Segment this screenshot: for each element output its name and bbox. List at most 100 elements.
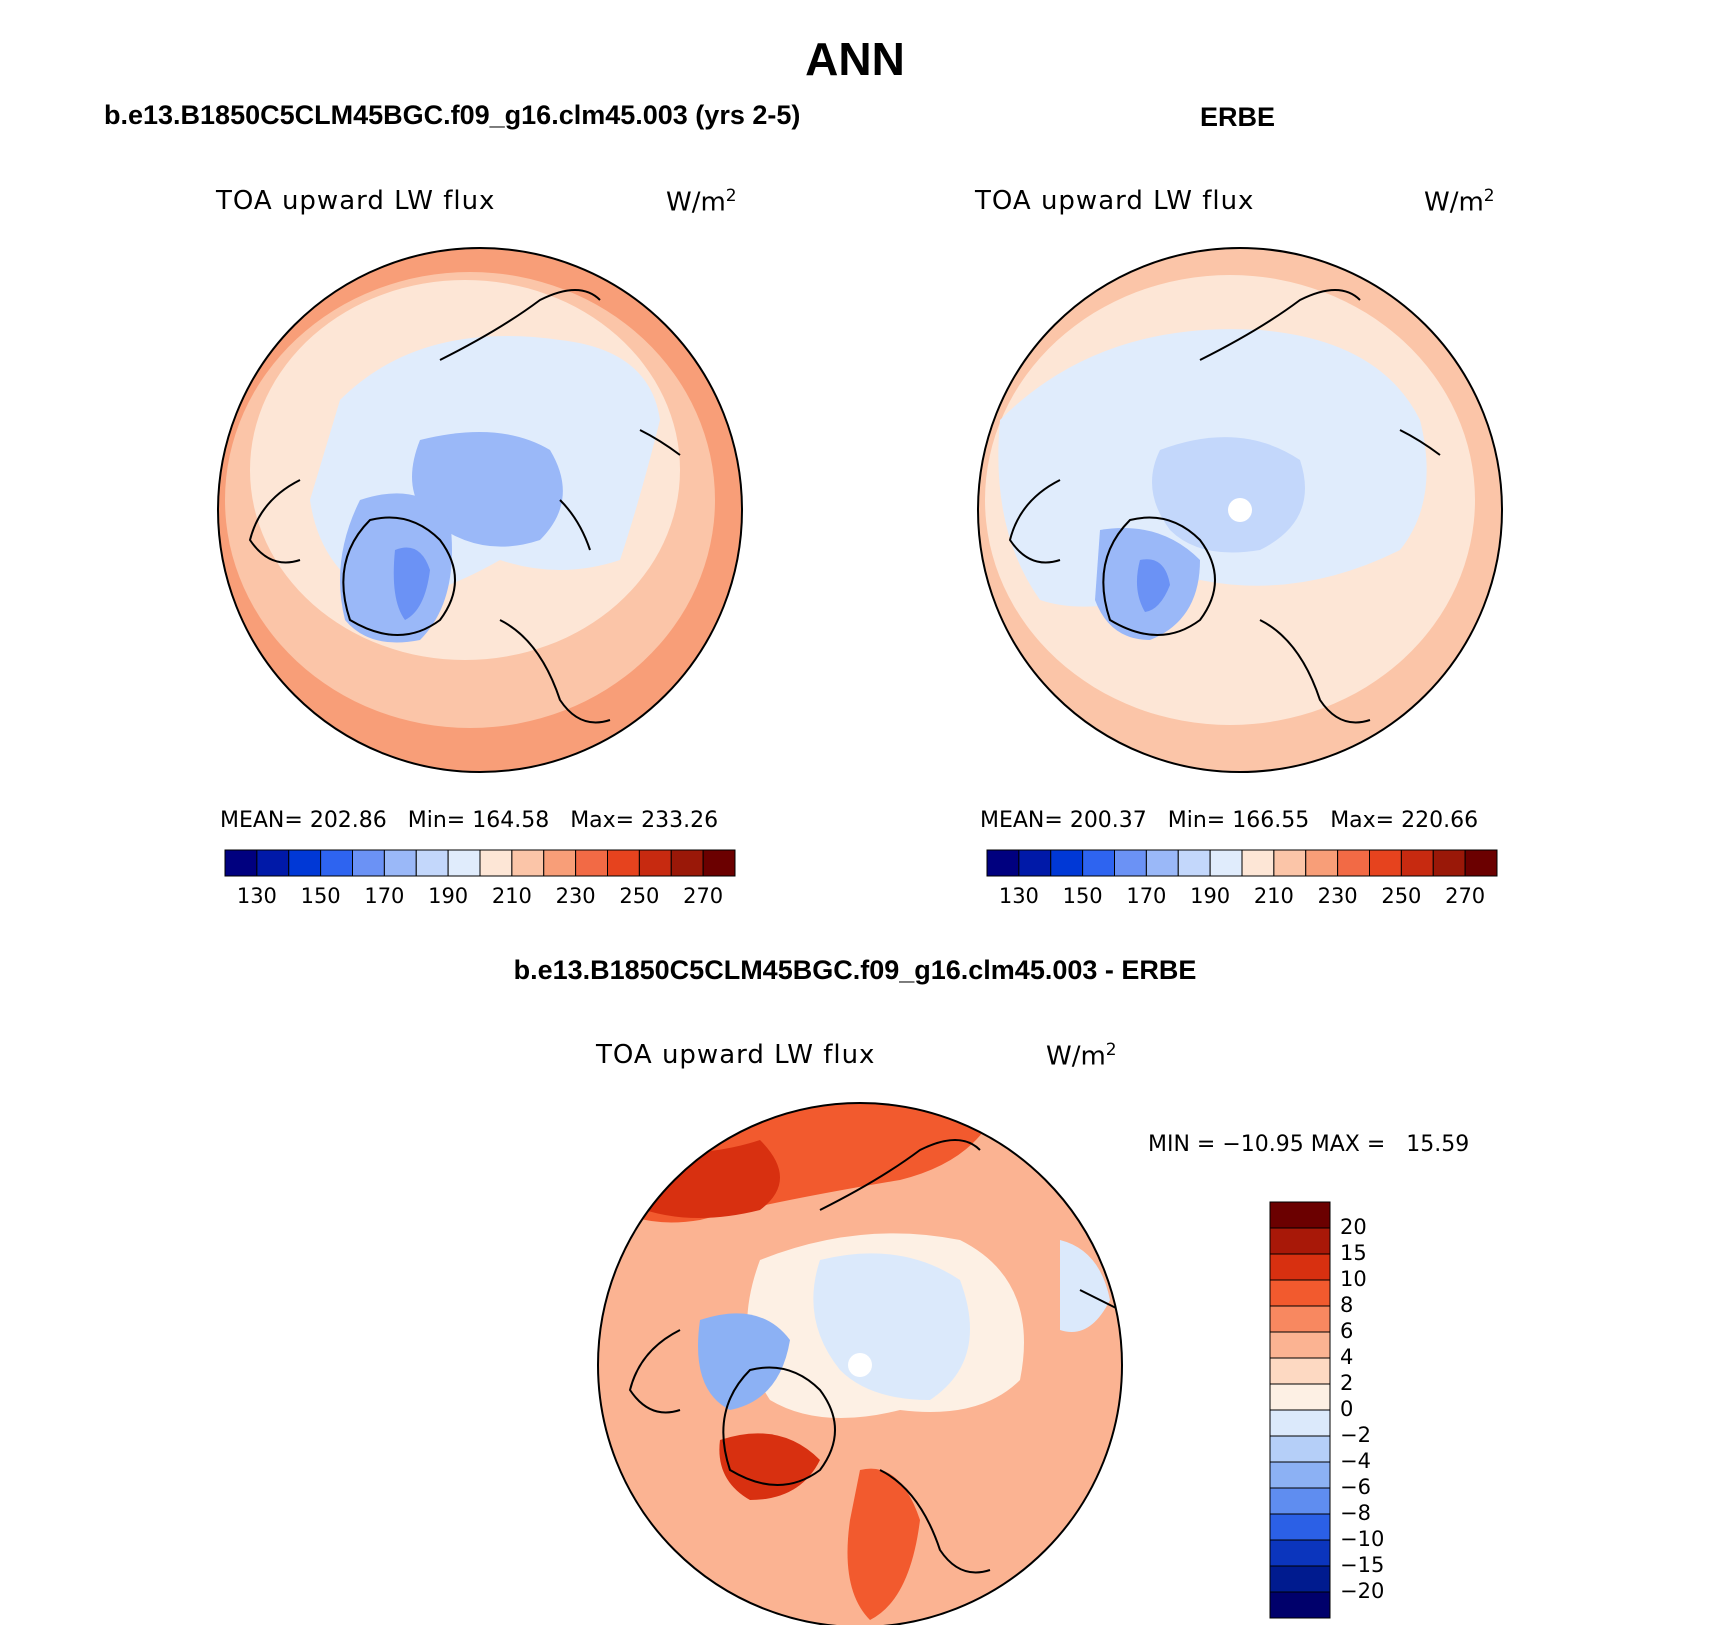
- colorbar-swatch: [1269, 1539, 1331, 1567]
- map-panel-2: [978, 248, 1502, 772]
- panel-3-units: W/m: [1046, 1041, 1106, 1072]
- colorbar-tick-label: 6: [1340, 1319, 1354, 1343]
- colorbar-swatch: [1269, 1461, 1331, 1489]
- colorbar-swatch: [1145, 849, 1179, 877]
- colorbar-swatch: [1082, 849, 1115, 877]
- colorbar-tick-label: 10: [1340, 1267, 1367, 1291]
- colorbar-tick-label: 250: [619, 884, 660, 908]
- map-panel-1: [218, 248, 742, 772]
- colorbar-tick-label: 150: [300, 884, 341, 908]
- colorbar-swatch: [1269, 1435, 1331, 1463]
- colorbar-swatch: [1269, 1487, 1331, 1515]
- colorbar-swatch: [607, 849, 640, 877]
- colorbar-tick-label: 8: [1340, 1293, 1354, 1317]
- panel-1-heading: b.e13.B1850C5CLM45BGC.f09_g16.clm45.003 …: [104, 100, 801, 130]
- map-1-boundary: [217, 247, 743, 773]
- colorbar-3: [1269, 1201, 1331, 1619]
- colorbar-swatch: [1269, 1253, 1331, 1281]
- colorbar-swatch: [224, 849, 258, 877]
- colorbar-tick-label: 4: [1340, 1345, 1354, 1369]
- colorbar-swatch: [1400, 849, 1434, 877]
- panel-2-units-label: W/m2: [1424, 186, 1495, 218]
- colorbar-swatch: [1269, 1565, 1331, 1593]
- panel-1-units-label: W/m2: [666, 186, 737, 218]
- colorbar-tick-label: 170: [1126, 884, 1167, 908]
- colorbar-tick-label: 210: [491, 884, 532, 908]
- colorbar-swatch: [1269, 1357, 1331, 1385]
- map-3-coastlines: [628, 1139, 1121, 1574]
- colorbar-swatch: [1269, 1279, 1331, 1307]
- colorbar-tick-label: 210: [1253, 884, 1294, 908]
- panel-1-units-sup: 2: [725, 186, 737, 206]
- map-1-coastlines: [248, 289, 681, 724]
- colorbar-swatch: [1269, 1409, 1331, 1437]
- colorbar-tick-label: −2: [1340, 1423, 1371, 1447]
- panel-2-variable-label: TOA upward LW flux: [975, 186, 1255, 216]
- colorbar-swatch: [1464, 849, 1498, 877]
- colorbar-swatch: [1305, 849, 1339, 877]
- colorbar-swatch: [1209, 849, 1243, 877]
- colorbar-swatch: [1018, 849, 1052, 877]
- colorbar-tick-label: 230: [555, 884, 596, 908]
- colorbar-tick-label: 250: [1381, 884, 1422, 908]
- colorbar-swatch: [986, 849, 1020, 877]
- panel-3-variable-label: TOA upward LW flux: [596, 1040, 876, 1070]
- panel-2-units-sup: 2: [1483, 186, 1495, 206]
- colorbar-swatch: [1114, 849, 1147, 877]
- colorbar-tick-label: 270: [683, 884, 724, 908]
- colorbar-swatch: [1050, 849, 1084, 877]
- colorbar-tick-label: 230: [1317, 884, 1358, 908]
- colorbar-swatch: [511, 849, 545, 877]
- panel-2-units: W/m: [1424, 187, 1484, 218]
- panel-3-heading: b.e13.B1850C5CLM45BGC.f09_g16.clm45.003 …: [513, 955, 1197, 985]
- map-3-boundary: [597, 1102, 1123, 1625]
- colorbar-swatch: [1269, 1513, 1331, 1541]
- colorbar-tick-label: 130: [236, 884, 277, 908]
- colorbar-swatch: [1269, 1591, 1331, 1619]
- colorbar-swatch: [670, 849, 704, 877]
- colorbar-swatch: [447, 849, 481, 877]
- colorbar-tick-label: 15: [1340, 1241, 1367, 1265]
- colorbar-swatch: [415, 849, 449, 877]
- colorbar-tick-label: 150: [1062, 884, 1103, 908]
- colorbar-tick-label: 170: [364, 884, 405, 908]
- colorbar-swatch: [352, 849, 385, 877]
- colorbar-2: [986, 849, 1498, 877]
- panel-3-units-label: W/m2: [1046, 1040, 1117, 1072]
- colorbar-swatch: [1369, 849, 1402, 877]
- panel-1-units: W/m: [666, 187, 726, 218]
- colorbar-swatch: [702, 849, 736, 877]
- colorbar-tick-label: 190: [1190, 884, 1231, 908]
- colorbar-tick-label: 20: [1340, 1215, 1367, 1239]
- colorbar-tick-label: 0: [1340, 1397, 1354, 1421]
- colorbar-swatch: [320, 849, 353, 877]
- colorbar-1: [224, 849, 736, 877]
- colorbar-swatch: [1241, 849, 1275, 877]
- colorbar-swatch: [1269, 1227, 1331, 1255]
- colorbar-swatch: [543, 849, 577, 877]
- colorbar-swatch: [1177, 849, 1211, 877]
- colorbar-swatch: [256, 849, 290, 877]
- colorbar-tick-label: 270: [1445, 884, 1486, 908]
- colorbar-tick-label: 190: [428, 884, 469, 908]
- panel-1-stats: MEAN= 202.86 Min= 164.58 Max= 233.26: [220, 808, 719, 833]
- panel-3-units-sup: 2: [1105, 1040, 1117, 1060]
- colorbar-swatch: [1432, 849, 1466, 877]
- colorbar-tick-label: 130: [998, 884, 1039, 908]
- colorbar-tick-label: −4: [1340, 1449, 1371, 1473]
- colorbar-swatch: [1269, 1383, 1331, 1411]
- map-2-boundary: [977, 247, 1503, 773]
- map-2-coastlines: [1008, 289, 1441, 724]
- colorbar-swatch: [1269, 1305, 1331, 1333]
- page-title: ANN: [805, 33, 905, 85]
- colorbar-swatch: [383, 849, 417, 877]
- colorbar-swatch: [575, 849, 608, 877]
- colorbar-swatch: [1273, 849, 1307, 877]
- colorbar-tick-label: −8: [1340, 1501, 1371, 1525]
- colorbar-swatch: [638, 849, 672, 877]
- colorbar-swatch: [1269, 1201, 1331, 1229]
- colorbar-tick-label: −6: [1340, 1475, 1371, 1499]
- colorbar-tick-label: −20: [1340, 1579, 1385, 1603]
- colorbar-swatch: [288, 849, 322, 877]
